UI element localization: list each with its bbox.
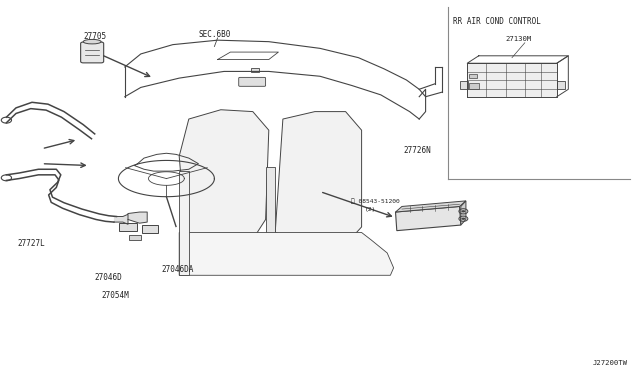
Polygon shape <box>396 201 466 212</box>
Bar <box>469 74 477 78</box>
Polygon shape <box>179 110 269 240</box>
Text: SEC.6B0: SEC.6B0 <box>198 30 231 39</box>
Polygon shape <box>114 214 128 224</box>
Text: Ⓢ 08543-51200: Ⓢ 08543-51200 <box>351 198 399 204</box>
Bar <box>469 83 479 89</box>
Polygon shape <box>179 232 394 275</box>
Circle shape <box>461 218 465 220</box>
Text: 27054M: 27054M <box>101 291 129 299</box>
Polygon shape <box>467 63 557 97</box>
Bar <box>119 223 137 231</box>
Text: 27046D: 27046D <box>95 273 122 282</box>
Text: 27705: 27705 <box>83 32 106 41</box>
Bar <box>251 68 259 72</box>
Circle shape <box>461 210 465 212</box>
FancyBboxPatch shape <box>81 42 104 63</box>
Text: 27046DA: 27046DA <box>161 265 194 274</box>
Text: (2): (2) <box>365 207 376 212</box>
Polygon shape <box>396 206 461 231</box>
Polygon shape <box>275 112 362 244</box>
Polygon shape <box>461 201 466 225</box>
Text: J27200TW: J27200TW <box>592 360 627 366</box>
Bar <box>557 81 565 89</box>
FancyBboxPatch shape <box>239 77 266 86</box>
Text: RR AIR COND CONTROL: RR AIR COND CONTROL <box>453 17 541 26</box>
Text: 27726N: 27726N <box>403 145 431 154</box>
Text: 27130M: 27130M <box>506 36 532 42</box>
Polygon shape <box>128 212 147 223</box>
Bar <box>460 81 468 89</box>
Ellipse shape <box>83 39 101 44</box>
Polygon shape <box>179 171 189 275</box>
Bar <box>129 235 141 240</box>
Text: 27727L: 27727L <box>18 238 45 247</box>
Polygon shape <box>266 167 275 232</box>
Bar <box>142 225 158 232</box>
